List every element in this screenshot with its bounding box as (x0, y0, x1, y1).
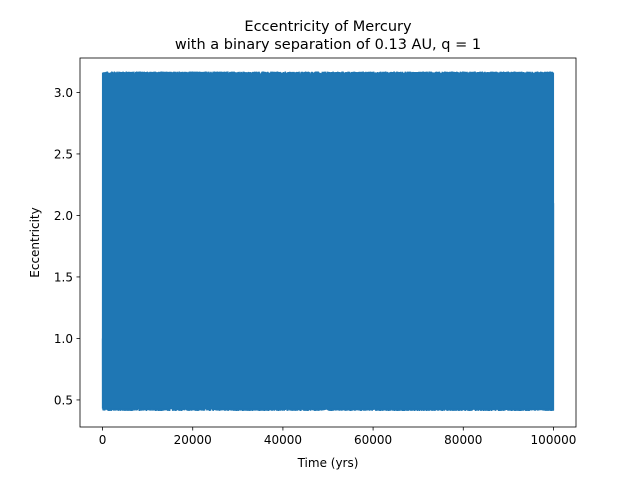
ticks: 0 20000 40000 60000 80000 100000 0.5 1.0 1.5 2.0 2… (54, 86, 576, 447)
y-tick-label: 1.0 (54, 332, 73, 346)
x-tick-label: 0 (99, 433, 107, 447)
eccentricity-series-band (103, 73, 553, 409)
y-tick-label: 2.5 (54, 147, 73, 161)
x-tick-label: 80000 (444, 433, 482, 447)
axes-frame (79, 57, 577, 428)
x-tick-label: 60000 (354, 433, 392, 447)
y-tick-label: 3.0 (54, 86, 73, 100)
y-tick-label: 2.0 (54, 209, 73, 223)
x-axis-label: Time (yrs) (297, 456, 359, 470)
chart-subtitle: with a binary separation of 0.13 AU, q =… (175, 37, 481, 53)
chart-title: Eccentricity of Mercury (244, 19, 412, 35)
plot-area (101, 71, 555, 412)
x-tick-label: 40000 (264, 433, 302, 447)
x-tick-label: 20000 (174, 433, 212, 447)
eccentricity-series-line (101, 71, 555, 412)
x-tick-label: 100000 (531, 433, 577, 447)
y-tick-label: 1.5 (54, 270, 73, 284)
y-tick-label: 0.5 (54, 393, 73, 407)
y-axis-label: Eccentricity (28, 207, 42, 277)
